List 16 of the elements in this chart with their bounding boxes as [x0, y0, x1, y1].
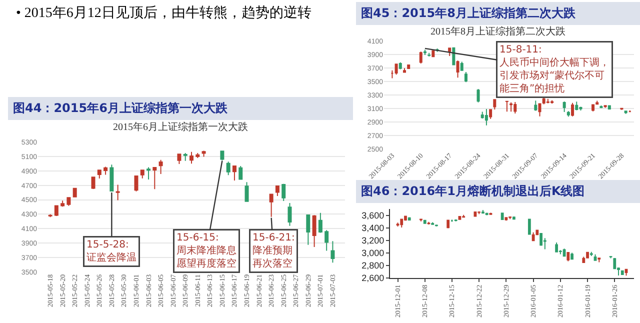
y-tick-label: 3,400: [362, 222, 384, 233]
annotation: 15-6-21: 降准预期再次落空: [252, 232, 295, 270]
y-tick-label: 3,600: [362, 210, 384, 220]
y-tick-label: 2,800: [362, 260, 384, 271]
annotation: 15-6-15: 周末降准降息愿望再度落空: [176, 232, 236, 270]
chart-subtitle: 2015年8月上证综指第二次大跌: [430, 25, 566, 38]
y-tick-label: 2,600: [362, 273, 384, 284]
annotation: 15-8-11: 人民币中间价大幅下调，引发市场对“蒙代尔不可能三角”的担忧: [500, 44, 610, 94]
chart-subtitle: 2015年6月上证综指第一次大跌: [113, 120, 248, 133]
annotation: 15-5-28: 证监会降温: [86, 240, 136, 264]
text: • 2015年6月12日见顶后，由牛转熊，趋势的逆转: [15, 4, 312, 22]
y-tick-label: 3,200: [362, 236, 384, 246]
chart-title: 图44：2015年6月上证综指第一次大跌: [8, 97, 353, 120]
chart-title: 图46：2016年1月熔断机制退出后K线图: [356, 180, 640, 203]
chart-title: 图45：2015年8月上证综指第二次大跌: [356, 2, 640, 25]
y-tick-label: 3,000: [362, 248, 384, 258]
